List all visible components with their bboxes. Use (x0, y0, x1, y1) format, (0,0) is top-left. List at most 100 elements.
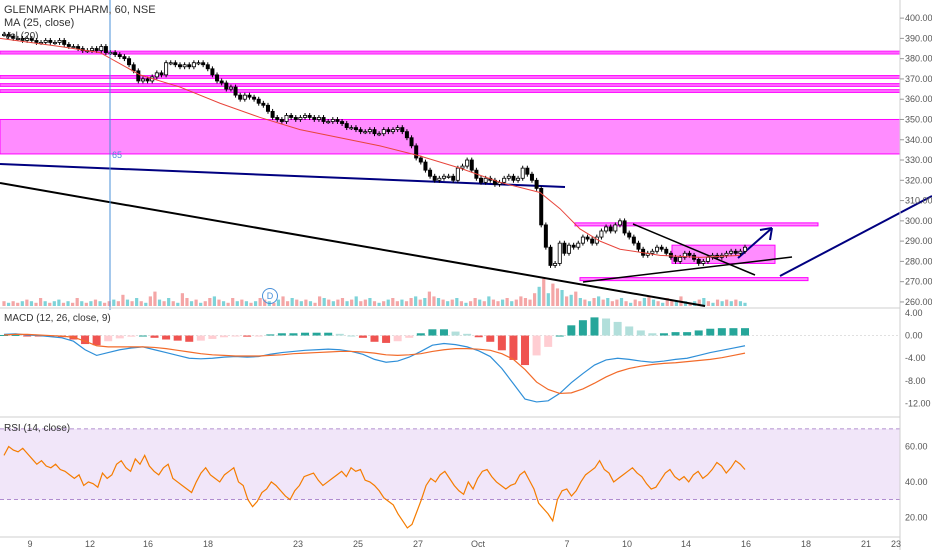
candle-body (242, 94, 247, 100)
candle-body (289, 115, 294, 118)
volume-bar (414, 296, 418, 306)
volume-bar (619, 298, 624, 306)
volume-bar (281, 296, 285, 306)
macd-line (3, 333, 746, 403)
volume-bar (263, 299, 267, 306)
rsi-line (3, 445, 746, 529)
volume-bar (482, 301, 486, 306)
candle-body (122, 56, 127, 60)
candle-body (187, 64, 192, 68)
candle-body (391, 129, 396, 133)
volume-bar (295, 299, 299, 306)
volume-bar (446, 301, 450, 306)
horizontal-level (0, 50, 901, 55)
macd-histogram-bar (428, 329, 437, 336)
macd-histogram-bar (636, 330, 645, 336)
upper-trend-line[interactable] (0, 163, 566, 188)
candle-body (238, 94, 243, 100)
macd-histogram-bar (358, 335, 367, 338)
volume-bar (135, 298, 139, 306)
macd-histogram-bar (567, 325, 576, 336)
long-downtrend-line[interactable] (0, 182, 706, 307)
price-tick-label: 260.00 (905, 297, 932, 307)
candle-body (418, 157, 423, 163)
price-tick-label: 280.00 (905, 256, 932, 266)
volume-bar (382, 301, 386, 306)
candle-body (25, 37, 30, 41)
volume-bar (574, 291, 578, 306)
candle-body (312, 117, 317, 120)
macd-histogram-bar (497, 335, 506, 351)
volume-bar (729, 301, 733, 306)
candle-body (228, 86, 233, 90)
macd-histogram-bar (301, 332, 310, 336)
triangle-top-line[interactable] (632, 223, 756, 276)
macd-label: MACD (12, 26, close, 9) (4, 313, 111, 324)
breakout-arrow-line[interactable] (737, 227, 773, 259)
volume-bar (565, 296, 569, 306)
candle-body (177, 64, 182, 68)
volume-bar (642, 298, 646, 306)
candle-body (201, 62, 206, 66)
price-tick-label: 330.00 (905, 155, 932, 165)
volume-bar (734, 299, 738, 306)
macd-histogram-bar (590, 317, 599, 336)
macd-histogram-bar (335, 333, 344, 336)
x-tick-label: 10 (622, 539, 632, 549)
volume-bar (244, 301, 249, 306)
candle-body (76, 46, 81, 49)
candle-body (168, 62, 173, 65)
volume-bar (427, 291, 431, 306)
volume-bar (496, 301, 500, 306)
triangle-bottom-line[interactable] (582, 256, 793, 283)
candle-body (261, 102, 266, 106)
candle-body (557, 242, 562, 264)
macd-histogram-bar (196, 335, 205, 341)
volume-bar (359, 301, 363, 306)
volume-bar (468, 301, 473, 306)
price-tick-label: 290.00 (905, 236, 932, 246)
candle-body (131, 64, 136, 72)
volume-bar (2, 301, 6, 306)
volume-bar (221, 301, 226, 306)
candle-body (409, 137, 414, 147)
volume-bar (240, 299, 244, 306)
candle-body (682, 252, 687, 258)
candle-body (29, 37, 34, 41)
candle-body (631, 236, 636, 244)
candle-body (265, 104, 270, 112)
candle-body (275, 117, 280, 120)
candle-body (548, 246, 553, 266)
macd-pane (0, 317, 900, 403)
dividend-marker[interactable]: D (262, 288, 278, 304)
candle-body (62, 40, 67, 45)
volume-bar (80, 301, 84, 306)
macd-tick-label: -4.00 (905, 353, 926, 363)
candle-body (673, 256, 678, 262)
projection-line[interactable] (779, 195, 932, 277)
volume-bar (629, 302, 633, 306)
candle-body (539, 188, 544, 226)
volume-bar (345, 301, 349, 306)
candle-body (103, 46, 108, 53)
volume-bar (226, 302, 230, 306)
macd-histogram-bar (683, 332, 692, 336)
candle-body (599, 230, 604, 238)
volume-bar (423, 298, 427, 306)
volume-bar (647, 296, 651, 306)
candle-body (372, 129, 377, 135)
candle-body (386, 129, 391, 133)
symbol-title: GLENMARK PHARM, 60, NSE (4, 4, 156, 16)
candle-body (256, 98, 261, 104)
volume-bar (57, 299, 61, 306)
volume-bar (597, 296, 601, 306)
candle-body (127, 58, 132, 66)
volume-bar (38, 298, 43, 306)
candle-body (353, 127, 358, 131)
volume-bar (162, 301, 166, 306)
candle-body (377, 133, 382, 136)
macd-histogram-bar (405, 335, 414, 338)
candle-body (219, 80, 224, 84)
x-tick-label: 18 (801, 539, 811, 549)
candle-body (293, 117, 298, 120)
